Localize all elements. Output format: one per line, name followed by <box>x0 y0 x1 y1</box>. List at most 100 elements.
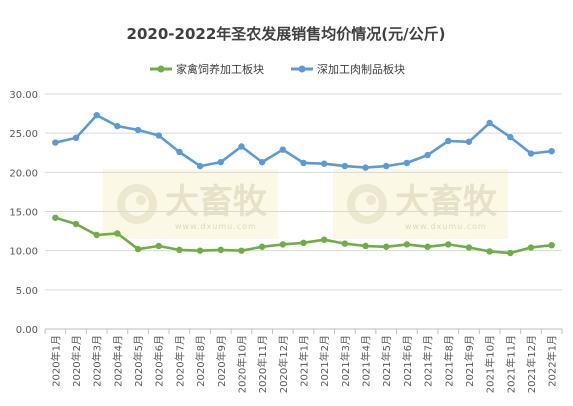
data-point[interactable] <box>320 236 328 243</box>
data-point[interactable] <box>445 137 452 145</box>
watermark-brand: 大畜牧 <box>165 182 268 222</box>
watermark-emblem-dot <box>366 195 376 205</box>
x-tick-label: 2020年12月 <box>277 335 290 393</box>
x-tick-label: 2021年8月 <box>442 335 455 387</box>
watermark-site: www.dxumu.com <box>405 222 487 231</box>
data-point[interactable] <box>279 146 287 153</box>
data-point[interactable] <box>176 148 183 156</box>
legend-item-poultry[interactable]: 家禽饲养加工板块 <box>150 62 264 76</box>
data-point[interactable] <box>176 246 183 254</box>
x-tick-label: 2020年9月 <box>215 335 228 387</box>
data-point[interactable] <box>134 245 142 253</box>
data-point[interactable] <box>52 139 59 146</box>
x-tick-label: 2020年4月 <box>111 335 124 387</box>
data-point[interactable] <box>196 162 204 170</box>
legend-item-processed[interactable]: 深加工肉制品板块 <box>291 62 405 76</box>
data-point[interactable] <box>196 247 204 254</box>
data-point[interactable] <box>134 126 142 134</box>
y-tick-label: 0.00 <box>16 325 38 336</box>
series-layer <box>52 111 555 257</box>
data-point[interactable] <box>403 159 411 167</box>
y-tick-label: 10.00 <box>9 247 38 258</box>
x-tick-label: 2021年7月 <box>422 335 435 387</box>
y-tick-label: 15.00 <box>9 208 38 219</box>
data-point[interactable] <box>72 220 80 228</box>
legend-label-processed: 深加工肉制品板块 <box>317 62 405 76</box>
data-point[interactable] <box>548 241 555 249</box>
x-tick-label: 2021年5月 <box>380 335 393 387</box>
data-point[interactable] <box>155 132 162 139</box>
data-point[interactable] <box>548 147 555 155</box>
data-point[interactable] <box>486 119 493 127</box>
gridlines <box>45 93 562 330</box>
data-point[interactable] <box>424 243 431 250</box>
data-point[interactable] <box>93 111 100 119</box>
legend-marker-processed <box>298 65 306 73</box>
data-point[interactable] <box>52 214 59 221</box>
x-tick-label: 2021年4月 <box>360 335 373 387</box>
data-point[interactable] <box>383 162 390 170</box>
data-point[interactable] <box>114 122 121 130</box>
x-tick-label: 2021年6月 <box>401 335 414 387</box>
series-processed <box>52 111 555 171</box>
series-poultry <box>52 214 555 257</box>
y-tick-label: 25.00 <box>9 129 38 140</box>
data-point[interactable] <box>93 231 100 239</box>
x-tick-label: 2021年1月 <box>298 335 311 387</box>
data-point[interactable] <box>238 143 245 150</box>
y-tick-label: 30.00 <box>9 90 38 101</box>
data-point[interactable] <box>507 133 514 141</box>
data-point[interactable] <box>217 158 224 166</box>
x-tick-label: 2020年2月 <box>70 335 83 387</box>
legend-label-poultry: 家禽饲养加工板块 <box>176 62 264 76</box>
data-point[interactable] <box>341 240 349 247</box>
data-point[interactable] <box>72 134 80 142</box>
data-point[interactable] <box>300 159 307 167</box>
x-tick-label: 2021年12月 <box>525 335 538 393</box>
x-tick-label: 2021年10月 <box>484 335 497 393</box>
data-point[interactable] <box>279 241 287 248</box>
data-point[interactable] <box>320 160 328 167</box>
x-axis: 2020年1月 2020年2月 2020年3月 2020年4月 2020年5月 2020年… <box>44 328 563 393</box>
data-point[interactable] <box>362 164 369 171</box>
data-point[interactable] <box>527 244 535 251</box>
data-point[interactable] <box>155 242 162 250</box>
data-point[interactable] <box>114 230 121 237</box>
data-point[interactable] <box>465 138 473 145</box>
data-point[interactable] <box>258 158 266 166</box>
data-point[interactable] <box>341 162 349 170</box>
x-tick-label: 2022年1月 <box>546 335 559 387</box>
data-point[interactable] <box>383 243 390 250</box>
data-point[interactable] <box>300 239 307 247</box>
y-tick-label: 20.00 <box>9 168 38 179</box>
data-point[interactable] <box>403 241 411 248</box>
x-tick-label: 2020年10月 <box>235 335 248 393</box>
y-axis: 0.00 5.00 10.00 15.00 20.00 25.00 30.00 <box>9 90 38 336</box>
data-point[interactable] <box>486 248 493 255</box>
data-point[interactable] <box>258 243 266 250</box>
x-tick-label: 2021年9月 <box>463 335 476 387</box>
data-point[interactable] <box>362 242 369 250</box>
data-point[interactable] <box>527 150 535 157</box>
x-tick-label: 2021年2月 <box>318 335 331 387</box>
watermark-brand: 大畜牧 <box>395 182 498 222</box>
x-tick-label: 2020年1月 <box>49 335 62 387</box>
data-point[interactable] <box>238 247 245 254</box>
x-tick-label: 2020年7月 <box>173 335 186 387</box>
x-tick-label: 2020年8月 <box>194 335 207 387</box>
x-tick-label: 2020年6月 <box>153 335 166 387</box>
data-point[interactable] <box>465 244 473 251</box>
data-point[interactable] <box>445 241 452 248</box>
legend: 家禽饲养加工板块 深加工肉制品板块 <box>150 62 405 76</box>
data-point[interactable] <box>507 249 514 257</box>
data-point[interactable] <box>217 246 224 254</box>
data-point[interactable] <box>424 151 431 159</box>
x-tick-label: 2020年11月 <box>256 335 269 393</box>
watermark-emblem-dot <box>136 195 146 205</box>
legend-marker-poultry <box>157 65 165 73</box>
